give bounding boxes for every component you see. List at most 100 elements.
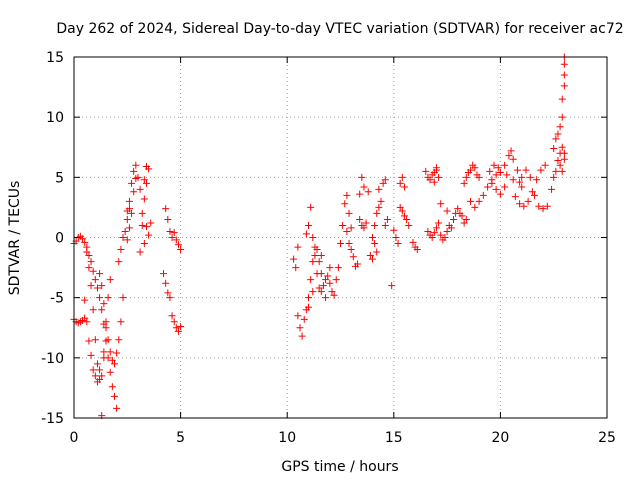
data-point	[435, 219, 443, 227]
data-point	[556, 123, 564, 131]
data-point	[89, 267, 97, 275]
data-point	[85, 264, 93, 272]
data-point	[398, 207, 406, 215]
data-point	[138, 209, 146, 217]
data-point	[128, 209, 136, 217]
data-point	[413, 246, 421, 254]
y-tick-label: -15	[41, 411, 64, 427]
data-point	[309, 234, 317, 241]
data-point	[381, 176, 389, 184]
data-point	[541, 161, 549, 169]
data-point	[366, 252, 374, 260]
data-point	[83, 243, 91, 251]
data-point	[164, 289, 172, 297]
data-point	[85, 252, 93, 260]
data-point	[467, 197, 475, 205]
data-point	[294, 243, 302, 251]
data-point	[104, 294, 112, 302]
data-point	[426, 176, 434, 184]
data-point	[111, 392, 119, 400]
data-point	[364, 188, 372, 196]
data-point	[354, 260, 362, 268]
data-point	[435, 173, 443, 181]
data-point	[381, 221, 389, 229]
data-point	[535, 202, 543, 210]
y-tick-label: 10	[46, 110, 64, 126]
data-point	[462, 215, 470, 223]
data-point	[138, 221, 146, 229]
data-point	[91, 336, 99, 344]
data-point	[104, 336, 112, 344]
data-point	[292, 264, 300, 272]
data-point	[136, 185, 144, 193]
data-point	[362, 219, 370, 227]
data-point	[388, 282, 396, 290]
data-point	[560, 60, 568, 68]
data-point	[356, 190, 364, 198]
data-point	[492, 185, 500, 193]
data-point	[89, 306, 97, 314]
data-point	[311, 252, 319, 260]
data-point	[140, 195, 148, 203]
data-point	[322, 294, 330, 302]
data-point	[177, 323, 185, 331]
data-point	[93, 360, 101, 368]
data-point	[313, 246, 321, 254]
data-point	[533, 176, 541, 184]
data-point	[383, 215, 391, 223]
data-point	[560, 71, 568, 79]
data-point	[449, 215, 457, 223]
data-point	[326, 264, 334, 272]
data-point	[168, 234, 176, 241]
data-point	[142, 163, 150, 171]
data-point	[360, 183, 368, 191]
data-point	[315, 258, 323, 266]
data-point	[87, 282, 95, 290]
data-point	[537, 166, 545, 174]
data-point	[300, 315, 308, 323]
data-point	[315, 284, 323, 292]
data-point	[162, 279, 170, 287]
data-point	[117, 318, 125, 326]
data-point	[125, 197, 133, 205]
data-point	[142, 179, 150, 187]
data-point	[494, 164, 502, 172]
data-point	[373, 248, 381, 256]
data-point	[475, 173, 483, 181]
data-point	[166, 227, 174, 235]
data-point	[520, 202, 528, 210]
x-tick-label: 15	[385, 430, 403, 446]
data-point	[326, 279, 334, 287]
data-point	[390, 226, 398, 234]
data-point	[437, 231, 445, 239]
data-point	[302, 230, 310, 238]
data-point	[117, 246, 125, 254]
data-point	[170, 229, 178, 237]
data-point	[123, 236, 131, 244]
data-point	[85, 337, 93, 345]
data-point	[174, 327, 182, 335]
data-point	[330, 291, 338, 299]
data-point	[307, 203, 315, 211]
data-point	[560, 155, 568, 163]
x-tick-label: 5	[176, 430, 185, 446]
data-point	[501, 183, 509, 191]
y-tick-label: 15	[46, 50, 64, 66]
data-point	[121, 227, 129, 235]
data-point	[347, 224, 355, 232]
data-point	[343, 227, 351, 235]
plot-frame	[73, 56, 608, 419]
data-point	[136, 248, 144, 256]
data-point	[405, 221, 413, 229]
data-point	[488, 179, 496, 187]
data-point	[409, 238, 417, 246]
data-point	[371, 221, 379, 229]
data-point	[81, 296, 89, 304]
data-point	[305, 294, 313, 302]
x-tick-label: 0	[70, 430, 79, 446]
data-point	[339, 221, 347, 229]
data-point	[524, 197, 532, 205]
data-point	[518, 173, 526, 181]
data-point	[96, 366, 104, 374]
